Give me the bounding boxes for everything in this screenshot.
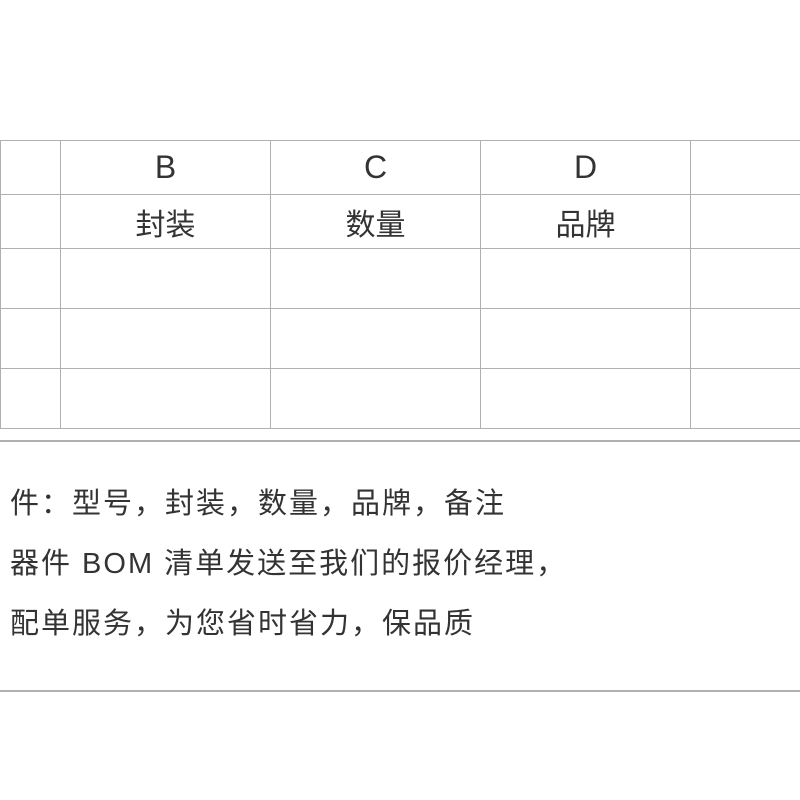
- table-row: [1, 369, 800, 429]
- header-cell[interactable]: 数量: [271, 195, 481, 249]
- cell[interactable]: [61, 249, 271, 309]
- cell[interactable]: [691, 309, 800, 369]
- header-cell[interactable]: [691, 195, 800, 249]
- cell[interactable]: [691, 249, 800, 309]
- column-letter[interactable]: B: [61, 141, 271, 195]
- spreadsheet-table[interactable]: B C D 封装 数量 品牌: [0, 140, 800, 429]
- spreadsheet-region: B C D 封装 数量 品牌: [0, 140, 800, 429]
- column-letter[interactable]: D: [481, 141, 691, 195]
- description-line: 件：型号，封装，数量，品牌，备注: [10, 480, 800, 522]
- header-cell[interactable]: 封装: [61, 195, 271, 249]
- table-row: [1, 249, 800, 309]
- column-letter[interactable]: C: [271, 141, 481, 195]
- header-row: 封装 数量 品牌: [1, 195, 800, 249]
- description-line: 器件 BOM 清单发送至我们的报价经理，: [10, 540, 800, 582]
- column-letter[interactable]: [691, 141, 800, 195]
- table-row: [1, 309, 800, 369]
- header-cell[interactable]: 品牌: [481, 195, 691, 249]
- cell[interactable]: [271, 249, 481, 309]
- cell[interactable]: [481, 249, 691, 309]
- cell[interactable]: [61, 309, 271, 369]
- cell[interactable]: [271, 309, 481, 369]
- cell[interactable]: [1, 249, 61, 309]
- column-letter[interactable]: [1, 141, 61, 195]
- cell[interactable]: [1, 369, 61, 429]
- cell[interactable]: [481, 369, 691, 429]
- cell[interactable]: [481, 309, 691, 369]
- cell[interactable]: [691, 369, 800, 429]
- cell[interactable]: [1, 309, 61, 369]
- header-cell[interactable]: [1, 195, 61, 249]
- description-line: 配单服务，为您省时省力，保品质: [10, 600, 800, 642]
- cell[interactable]: [61, 369, 271, 429]
- column-letter-row: B C D: [1, 141, 800, 195]
- description-block: 件：型号，封装，数量，品牌，备注 器件 BOM 清单发送至我们的报价经理， 配单…: [0, 440, 800, 692]
- cell[interactable]: [271, 369, 481, 429]
